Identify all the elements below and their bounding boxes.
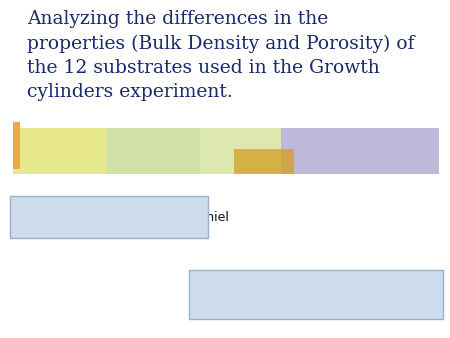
Text: Athanasios Gertsis: Athanasios Gertsis (258, 296, 374, 309)
Bar (13, 122, 20, 169)
Text: Instructors: Andronikos Mauromoustakos: Instructors: Andronikos Mauromoustakos (189, 279, 444, 292)
Bar (106, 128, 200, 174)
Text: Analyzing the differences in the
properties (Bulk Density and Porosity) of
the 1: Analyzing the differences in the propert… (27, 10, 414, 101)
Bar (13, 128, 281, 174)
Bar (234, 149, 294, 174)
Bar (13, 128, 106, 174)
FancyBboxPatch shape (10, 196, 208, 238)
FancyBboxPatch shape (189, 270, 443, 319)
Bar (281, 128, 439, 174)
Text: Made by: Lynn, Susu and Machiel: Made by: Lynn, Susu and Machiel (21, 211, 229, 224)
